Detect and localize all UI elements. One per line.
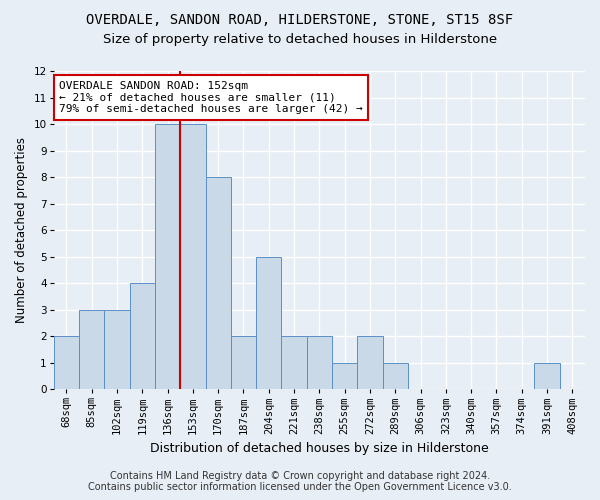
X-axis label: Distribution of detached houses by size in Hilderstone: Distribution of detached houses by size … — [150, 442, 489, 455]
Bar — [358, 336, 383, 389]
Bar — [231, 336, 256, 389]
Bar — [104, 310, 130, 389]
Bar — [281, 336, 307, 389]
Bar — [79, 310, 104, 389]
Bar — [256, 257, 281, 389]
Bar — [180, 124, 206, 389]
Bar — [54, 336, 79, 389]
Text: OVERDALE SANDON ROAD: 152sqm
← 21% of detached houses are smaller (11)
79% of se: OVERDALE SANDON ROAD: 152sqm ← 21% of de… — [59, 81, 363, 114]
Text: OVERDALE, SANDON ROAD, HILDERSTONE, STONE, ST15 8SF: OVERDALE, SANDON ROAD, HILDERSTONE, STON… — [86, 12, 514, 26]
Bar — [206, 178, 231, 389]
Bar — [155, 124, 180, 389]
Text: Contains HM Land Registry data © Crown copyright and database right 2024.
Contai: Contains HM Land Registry data © Crown c… — [88, 471, 512, 492]
Bar — [383, 362, 408, 389]
Bar — [535, 362, 560, 389]
Bar — [332, 362, 358, 389]
Bar — [307, 336, 332, 389]
Text: Size of property relative to detached houses in Hilderstone: Size of property relative to detached ho… — [103, 32, 497, 46]
Bar — [130, 284, 155, 389]
Y-axis label: Number of detached properties: Number of detached properties — [15, 138, 28, 324]
